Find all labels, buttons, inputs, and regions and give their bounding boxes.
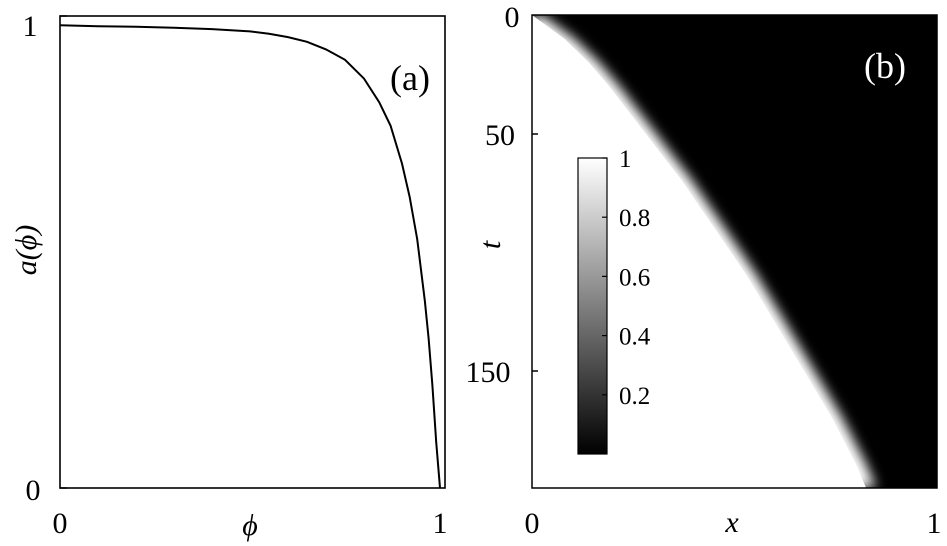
panel-b-xlabel: x [724, 506, 739, 539]
panel-a-label: (a) [390, 58, 430, 98]
colorbar-tick-label: 0.4 [619, 324, 651, 351]
panel-b-ytick-label-50: 50 [485, 119, 515, 152]
panel-a-ytick-label-0: 0 [26, 474, 41, 507]
panel-b-ytick-label-150: 150 [466, 356, 511, 389]
panel-a-ytick-label-1: 1 [23, 10, 38, 43]
colorbar-tick-label: 0.8 [619, 205, 650, 232]
colorbar: 1 0.8 0.6 0.4 0.2 [577, 146, 651, 455]
panel-b-xtick-label-1: 1 [927, 507, 942, 540]
panel-a-axes [59, 15, 446, 489]
colorbar-tick-label: 0.6 [619, 264, 650, 291]
panel-a-xlabel: ϕ [242, 509, 258, 542]
panel-b-xtick-label-0: 0 [525, 507, 540, 540]
panel-b: 0 50 150 0 1 x t (b) 1 0.8 0.6 0.4 0.2 [466, 1, 942, 540]
colorbar-tick-label: 1 [619, 146, 632, 173]
panel-b-axes [531, 14, 938, 489]
panel-b-invaded-region [532, 15, 867, 488]
panel-a-xtick-label-0: 0 [53, 507, 68, 540]
panel-b-label: (b) [864, 46, 906, 86]
panel-a-ylabel: a(ϕ) [10, 225, 43, 276]
panel-a-xtick-label-1: 1 [433, 507, 448, 540]
panel-a: 1 0 0 1 ϕ a(ϕ) (a) [10, 10, 448, 542]
colorbar-gradient [577, 157, 608, 455]
panel-b-ytick-label-0: 0 [505, 1, 520, 34]
panel-b-ylabel: t [474, 240, 507, 249]
colorbar-tick-label: 0.2 [619, 383, 650, 410]
panel-a-curve [59, 24, 441, 489]
